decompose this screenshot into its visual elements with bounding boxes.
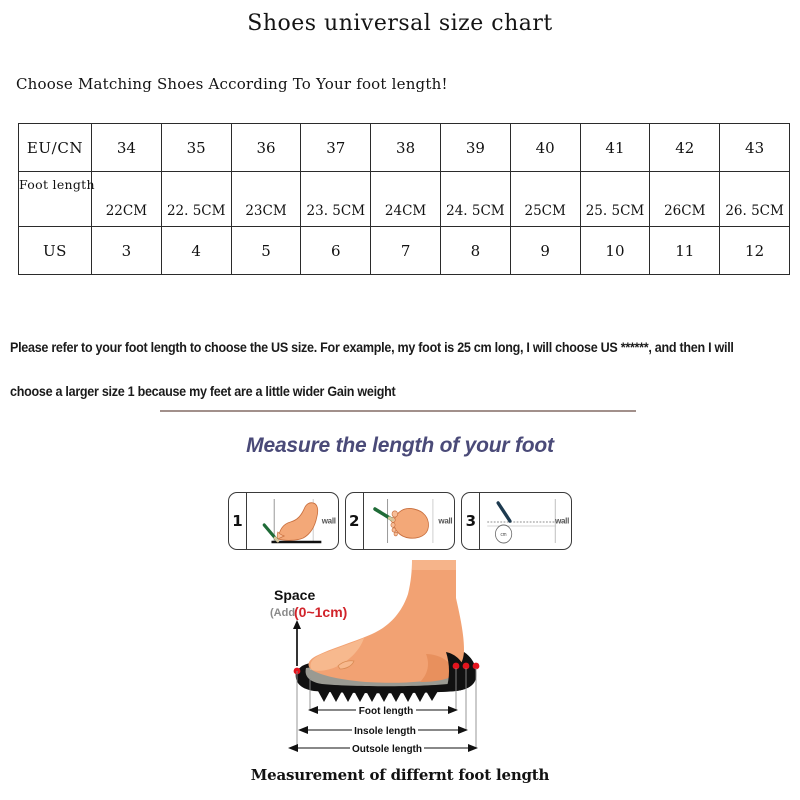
row-label-foot-length: Foot length	[18, 171, 95, 227]
foot-measurement-diagram: Space (Add (0~1cm) Foot length Insole le…	[250, 558, 570, 754]
sizing-note: Please refer to your foot length to choo…	[10, 326, 735, 414]
ruler-measure-icon: cm	[487, 499, 557, 544]
space-label: Space	[274, 587, 315, 603]
cell-us-5: 5	[230, 226, 302, 275]
dimension-outsole-length: Outsole length	[288, 741, 478, 754]
section-divider	[160, 410, 636, 412]
cell-us-7: 7	[370, 226, 441, 275]
dimension-label-foot-length: Foot length	[359, 706, 413, 717]
dimension-label-insole-length: Insole length	[354, 726, 416, 737]
cell-us-9: 9	[509, 226, 581, 275]
step-3-illustration: cm wall	[480, 493, 571, 549]
diagram-caption: Measurement of differnt foot length	[250, 766, 550, 784]
dimension-label-outsole-length: Outsole length	[352, 744, 422, 754]
dimension-guide-lines	[296, 668, 477, 748]
measure-step-3: 3 cm wall	[461, 492, 573, 550]
cell-us-4: 4	[160, 226, 232, 275]
cell-us-11: 11	[649, 226, 721, 275]
measure-step-1: 1 wall	[228, 492, 339, 550]
cell-foot-length-36: 23CM	[230, 171, 302, 227]
cell-foot-length-42: 26CM	[649, 171, 721, 227]
foot-in-shoe-illustration: Space (Add (0~1cm) Foot length Insole le…	[270, 560, 480, 754]
table-row: EU/CN 34 35 36 37 38 39 40 41 42 43	[18, 123, 790, 172]
cell-eu-34: 34	[91, 123, 162, 172]
measure-step-2: 2 wall	[344, 492, 456, 550]
cell-us-6: 6	[300, 226, 372, 275]
shoe-tread-shape	[318, 691, 438, 702]
svg-text:cm: cm	[501, 533, 507, 538]
measurement-markers	[293, 662, 480, 675]
cell-eu-35: 35	[160, 123, 232, 172]
cell-us-3: 3	[91, 226, 162, 275]
step-number-1: 1	[229, 493, 247, 549]
wall-label-3: wall	[555, 516, 570, 526]
foot-sole-view-icon	[372, 499, 434, 543]
foot-side-view-icon	[262, 499, 322, 544]
space-value-label: (0~1cm)	[294, 604, 347, 620]
cell-eu-38: 38	[370, 123, 441, 172]
table-row: Foot length 22CM 22. 5CM 23CM 23. 5CM 24…	[18, 171, 790, 227]
shoe-heel-shape	[446, 652, 466, 690]
cell-foot-length-35: 22. 5CM	[160, 171, 232, 227]
sizing-note-line-2: choose a larger size 1 because my feet a…	[10, 384, 396, 399]
cell-foot-length-38: 24CM	[370, 171, 441, 227]
size-chart-table-container: EU/CN 34 35 36 37 38 39 40 41 42 43 Foot…	[18, 123, 790, 275]
step-2-illustration: wall	[364, 493, 455, 549]
cell-eu-40: 40	[509, 123, 581, 172]
cell-foot-length-34: 22CM	[91, 171, 162, 227]
cell-eu-39: 39	[439, 123, 511, 172]
cell-foot-length-40: 25CM	[509, 171, 581, 227]
wall-label-1: wall	[321, 516, 336, 526]
dimension-insole-length: Insole length	[298, 723, 468, 737]
cell-eu-42: 42	[649, 123, 721, 172]
row-label-eu-cn: EU/CN	[18, 123, 92, 172]
dimension-foot-length: Foot length	[308, 703, 458, 717]
space-add-label: (Add	[270, 607, 295, 619]
measure-steps: 1 wall 2	[228, 492, 573, 550]
size-chart-table: EU/CN 34 35 36 37 38 39 40 41 42 43 Foot…	[18, 123, 790, 275]
cell-us-10: 10	[579, 226, 651, 275]
wall-label-2: wall	[438, 516, 453, 526]
page-title: Shoes universal size chart	[247, 11, 553, 36]
measure-section-heading: Measure the length of your foot	[246, 434, 554, 457]
step-1-illustration: wall	[247, 493, 338, 549]
step-number-2: 2	[346, 493, 364, 549]
cell-eu-43: 43	[719, 123, 790, 172]
cell-foot-length-37: 23. 5CM	[300, 171, 372, 227]
cell-foot-length-43: 26. 5CM	[719, 171, 790, 227]
cell-foot-length-39: 24. 5CM	[439, 171, 511, 227]
step-number-3: 3	[462, 493, 481, 549]
table-row: US 3 4 5 6 7 8 9 10 11 12	[18, 226, 790, 275]
cell-foot-length-41: 25. 5CM	[579, 171, 651, 227]
page-subtitle: Choose Matching Shoes According To Your …	[16, 75, 448, 93]
foot-shape	[308, 560, 464, 683]
cell-eu-41: 41	[579, 123, 651, 172]
sizing-note-line-1: Please refer to your foot length to choo…	[10, 340, 734, 355]
space-annotation: Space (Add (0~1cm)	[270, 587, 347, 666]
cell-us-8: 8	[439, 226, 511, 275]
row-label-us: US	[18, 226, 92, 275]
cell-us-12: 12	[719, 226, 790, 275]
cell-eu-37: 37	[300, 123, 372, 172]
cell-eu-36: 36	[230, 123, 302, 172]
